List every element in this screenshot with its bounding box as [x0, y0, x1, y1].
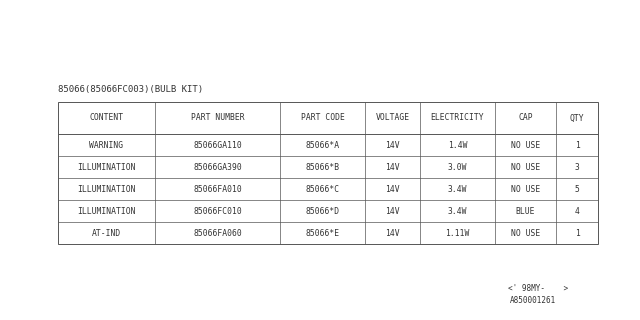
- Text: ELECTRICITY: ELECTRICITY: [431, 114, 484, 123]
- Text: 85066(85066FC003)(BULB KIT): 85066(85066FC003)(BULB KIT): [58, 85, 203, 94]
- Text: BLUE: BLUE: [516, 206, 535, 215]
- Text: CAP: CAP: [518, 114, 533, 123]
- Text: 14V: 14V: [385, 140, 400, 149]
- Text: WARNING: WARNING: [90, 140, 124, 149]
- Text: 14V: 14V: [385, 163, 400, 172]
- Text: NO USE: NO USE: [511, 228, 540, 237]
- Text: 14V: 14V: [385, 228, 400, 237]
- Text: CONTENT: CONTENT: [90, 114, 124, 123]
- Text: 3.0W: 3.0W: [448, 163, 467, 172]
- Text: 1: 1: [575, 228, 579, 237]
- Text: 85066*C: 85066*C: [305, 185, 340, 194]
- Text: QTY: QTY: [570, 114, 584, 123]
- Text: NO USE: NO USE: [511, 140, 540, 149]
- Text: 3.4W: 3.4W: [448, 185, 467, 194]
- Text: ILLUMINATION: ILLUMINATION: [77, 163, 136, 172]
- Text: 14V: 14V: [385, 185, 400, 194]
- Text: 1.4W: 1.4W: [448, 140, 467, 149]
- Text: 85066*A: 85066*A: [305, 140, 340, 149]
- Text: A850001261: A850001261: [510, 296, 556, 305]
- Text: <' 98MY-    >: <' 98MY- >: [508, 284, 568, 293]
- Text: ILLUMINATION: ILLUMINATION: [77, 185, 136, 194]
- Text: 85066GA390: 85066GA390: [193, 163, 242, 172]
- Text: 85066FC010: 85066FC010: [193, 206, 242, 215]
- Text: PART CODE: PART CODE: [301, 114, 344, 123]
- Text: 4: 4: [575, 206, 579, 215]
- Text: 1.11W: 1.11W: [445, 228, 470, 237]
- Text: ILLUMINATION: ILLUMINATION: [77, 206, 136, 215]
- Text: 85066*E: 85066*E: [305, 228, 340, 237]
- Text: 14V: 14V: [385, 206, 400, 215]
- Text: NO USE: NO USE: [511, 185, 540, 194]
- Text: 85066FA060: 85066FA060: [193, 228, 242, 237]
- Text: 1: 1: [575, 140, 579, 149]
- Text: 5: 5: [575, 185, 579, 194]
- Text: 3.4W: 3.4W: [448, 206, 467, 215]
- Text: VOLTAGE: VOLTAGE: [376, 114, 410, 123]
- Text: PART NUMBER: PART NUMBER: [191, 114, 244, 123]
- Text: 3: 3: [575, 163, 579, 172]
- Bar: [58, 102, 598, 244]
- Text: NO USE: NO USE: [511, 163, 540, 172]
- Text: AT-IND: AT-IND: [92, 228, 121, 237]
- Text: 85066*D: 85066*D: [305, 206, 340, 215]
- Text: 85066*B: 85066*B: [305, 163, 340, 172]
- Text: 85066FA010: 85066FA010: [193, 185, 242, 194]
- Text: 85066GA110: 85066GA110: [193, 140, 242, 149]
